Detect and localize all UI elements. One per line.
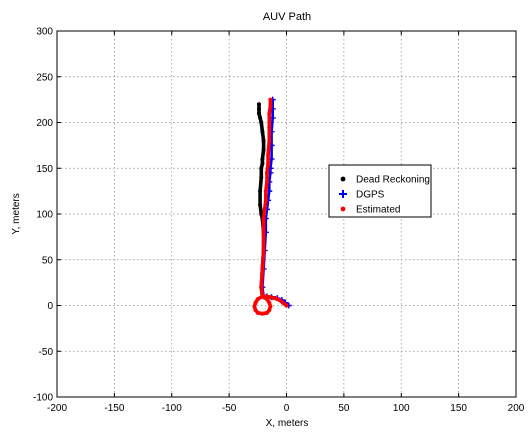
y-tick-label: -50: [39, 347, 54, 358]
legend-marker: [340, 176, 346, 182]
chart-title: AUV Path: [263, 11, 311, 23]
legend-label: Estimated: [356, 205, 400, 216]
data-point: [259, 285, 264, 290]
data-point: [260, 129, 265, 134]
data-point: [259, 166, 264, 171]
data-point: [260, 266, 265, 271]
legend-label: Dead Reckoning: [356, 175, 430, 186]
data-point: [258, 115, 263, 120]
series-2: [259, 97, 289, 308]
legend: Dead Reckoning DGPS Estimated: [328, 164, 432, 218]
x-axis-label: X, meters: [266, 418, 309, 429]
data-point: [261, 248, 266, 253]
data-point: [261, 147, 266, 152]
legend-box: [328, 164, 432, 218]
data-point: [260, 161, 265, 166]
data-point: [267, 125, 272, 130]
data-point: [260, 157, 265, 162]
data-point: [284, 303, 289, 308]
y-tick-label: 150: [36, 164, 53, 175]
data-point: [262, 207, 267, 212]
y-tick-label: 0: [47, 301, 53, 312]
data-point: [263, 189, 268, 194]
data-point: [260, 311, 265, 316]
data-point: [267, 300, 272, 305]
data-point: [277, 298, 282, 303]
data-point: [261, 230, 266, 235]
axis-ticks: -200 -150 -100 -50 0 50 100 150 200 -100 -50 0 50 100…: [33, 27, 525, 415]
data-point: [259, 120, 264, 125]
series-layer: [252, 96, 292, 316]
legend-marker: [340, 206, 346, 212]
data-point: [261, 216, 266, 221]
x-tick-label: 100: [393, 403, 410, 414]
data-point: [281, 300, 286, 305]
legend-label: DGPS: [356, 190, 385, 201]
x-tick-label: -100: [162, 403, 182, 414]
data-point: [253, 308, 258, 313]
data-point: [268, 295, 273, 300]
data-point: [255, 310, 260, 315]
data-point: [259, 175, 264, 180]
data-point: [258, 202, 263, 207]
x-tick-label: -150: [104, 403, 124, 414]
data-point: [266, 161, 271, 166]
data-point: [256, 111, 261, 116]
y-tick-label: -100: [33, 393, 53, 404]
legend-items: Dead Reckoning DGPS Estimated: [339, 175, 430, 216]
x-tick-label: 50: [338, 403, 350, 414]
data-point: [252, 304, 257, 309]
data-point: [273, 296, 278, 301]
y-tick-label: 200: [36, 118, 53, 129]
data-point: [267, 308, 272, 313]
data-point: [266, 152, 271, 157]
data-point: [253, 300, 258, 305]
data-point: [267, 138, 272, 143]
data-point: [268, 104, 273, 109]
x-tick-label: 0: [284, 403, 290, 414]
x-tick-label: 200: [508, 403, 525, 414]
legend-marker: [339, 190, 347, 198]
x-tick-label: -200: [47, 403, 67, 414]
data-point: [264, 170, 269, 175]
data-point: [264, 179, 269, 184]
data-point: [260, 294, 265, 299]
data-point: [268, 97, 273, 102]
data-point: [263, 198, 268, 203]
y-tick-label: 250: [36, 72, 53, 83]
data-point: [267, 111, 272, 116]
data-point: [255, 297, 260, 302]
data-point: [256, 102, 261, 107]
data-point: [268, 304, 273, 309]
y-axis-label: Y, meters: [11, 193, 22, 235]
y-tick-label: 100: [36, 210, 53, 221]
x-tick-label: 150: [450, 403, 467, 414]
data-point: [264, 310, 269, 315]
data-point: [261, 138, 266, 143]
y-tick-label: 50: [42, 255, 54, 266]
y-tick-label: 300: [36, 27, 53, 38]
data-point: [256, 106, 261, 111]
x-tick-label: -50: [222, 403, 237, 414]
data-point: [258, 189, 263, 194]
data-point: [263, 294, 268, 299]
